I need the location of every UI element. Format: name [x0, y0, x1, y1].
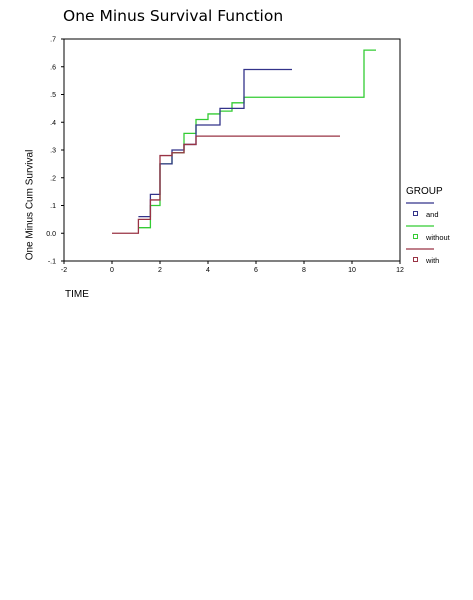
legend-label-with: with — [425, 256, 439, 265]
x-tick-label: 8 — [302, 267, 306, 274]
x-tick-label: -2 — [61, 267, 67, 274]
axis-ticks: -2 0 2 4 6 8 10 12 -.1 0.0 .1 .2 .3 .4 .5 .6 .7 — [46, 37, 404, 275]
y-tick-label: .1 — [50, 203, 56, 210]
y-tick-label: 0.0 — [46, 231, 56, 238]
legend-title: GROUP — [406, 186, 443, 197]
y-tick-label: .4 — [50, 120, 56, 127]
chart-title: One Minus Survival Function — [63, 7, 284, 25]
legend-label-without: without — [425, 233, 451, 242]
x-tick-label: 12 — [396, 267, 404, 274]
legend-marker-without — [413, 234, 418, 239]
series-lines — [112, 49, 376, 234]
y-tick-label: .2 — [50, 175, 56, 182]
x-tick-label: 2 — [158, 267, 162, 274]
x-tick-label: 10 — [348, 267, 356, 274]
series-line-and — [138, 68, 292, 218]
y-tick-label: .7 — [50, 37, 56, 44]
series-line-with — [112, 135, 340, 234]
x-tick-label: 4 — [206, 267, 210, 274]
x-tick-label: 0 — [110, 267, 114, 274]
legend-marker-with — [413, 257, 418, 262]
y-tick-label: .3 — [50, 148, 56, 155]
y-tick-label: -.1 — [48, 259, 56, 266]
legend-label-and: and — [426, 210, 439, 219]
series-line-without — [138, 49, 376, 229]
legend: and without with — [406, 202, 451, 265]
x-axis-label: TIME — [65, 289, 89, 300]
y-tick-label: .6 — [50, 64, 56, 71]
plot-frame — [63, 38, 401, 262]
y-tick-label: .5 — [50, 92, 56, 99]
legend-marker-and — [413, 211, 418, 216]
x-tick-label: 6 — [254, 267, 258, 274]
